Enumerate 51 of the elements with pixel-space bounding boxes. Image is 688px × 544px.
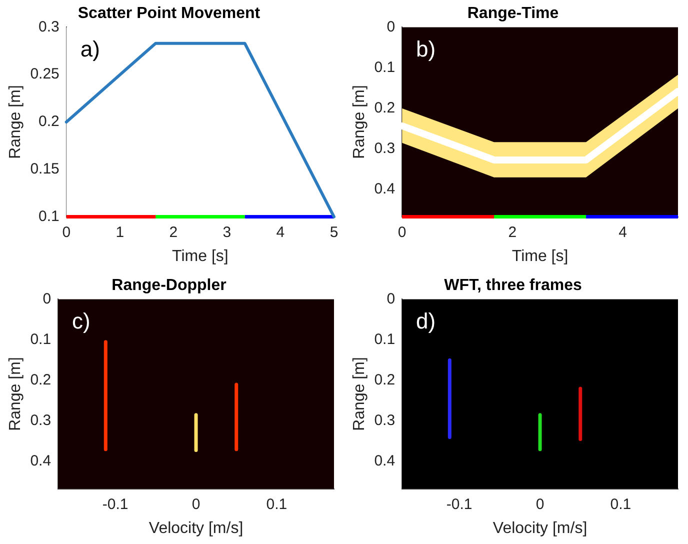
x-tick-label: 0	[62, 224, 71, 241]
y-tick-label: 0.3	[374, 140, 396, 158]
x-axis-title: Time [s]	[512, 248, 568, 265]
x-axis-title: Time [s]	[172, 248, 228, 265]
x-axis-title: Velocity [m/s]	[148, 520, 244, 537]
x-tick-label: 2	[508, 224, 517, 241]
y-axis-title: Range [m]	[351, 357, 368, 431]
y-axis-title: Range [m]	[351, 85, 368, 159]
y-axis-title: Range [m]	[7, 357, 24, 431]
y-tick-label: 0.4	[374, 452, 396, 470]
y-tick-label: 0.1	[38, 208, 60, 225]
x-tick-label: 4	[276, 224, 285, 241]
x-tick-label: 0.1	[266, 496, 288, 513]
y-tick-label: 0.2	[38, 113, 60, 130]
x-tick-label: 0.1	[610, 496, 632, 513]
x-tick-label: 5	[330, 224, 338, 241]
x-tick-label: 1	[116, 224, 124, 241]
x-tick-label: 2	[169, 224, 178, 241]
y-tick-label: 0.25	[30, 66, 60, 83]
y-tick-label: 0	[386, 18, 396, 36]
y-tick-label: 0.2	[374, 372, 396, 389]
y-tick-label: 0	[42, 290, 52, 308]
x-tick-label: 3	[222, 224, 232, 241]
x-tick-label: -0.1	[446, 496, 472, 513]
y-tick-label: 0	[386, 290, 396, 308]
y-tick-label: 0.1	[374, 58, 396, 76]
y-tick-label: 0.3	[38, 18, 60, 36]
y-tick-label: 0.2	[30, 372, 52, 389]
x-tick-label: 0	[536, 496, 544, 513]
x-tick-label: 0	[192, 496, 200, 513]
x-tick-label: 4	[618, 224, 627, 241]
y-tick-label: 0.15	[30, 160, 60, 178]
y-tick-label: 0.1	[30, 330, 52, 348]
x-tick-label: 0	[398, 224, 406, 241]
y-tick-label: 0.3	[30, 412, 52, 430]
y-tick-label: 0.1	[374, 330, 396, 348]
annotation: c)	[72, 308, 90, 334]
annotation: b)	[416, 36, 436, 62]
x-axis-title: Velocity [m/s]	[492, 520, 588, 537]
chart-title: Scatter Point Movement	[78, 5, 261, 22]
chart-title: WFT, three frames	[444, 277, 582, 294]
y-tick-label: 0.4	[30, 452, 52, 470]
annotation: d)	[416, 308, 436, 334]
annotation: a)	[80, 36, 100, 62]
chart-title: Range-Doppler	[112, 277, 226, 294]
chart-title: Range-Time	[467, 5, 559, 22]
y-tick-label: 0.4	[374, 180, 396, 198]
y-tick-label: 0.2	[374, 100, 396, 117]
y-tick-label: 0.3	[374, 412, 396, 430]
x-tick-label: -0.1	[102, 496, 128, 513]
y-axis-title: Range [m]	[7, 85, 24, 159]
